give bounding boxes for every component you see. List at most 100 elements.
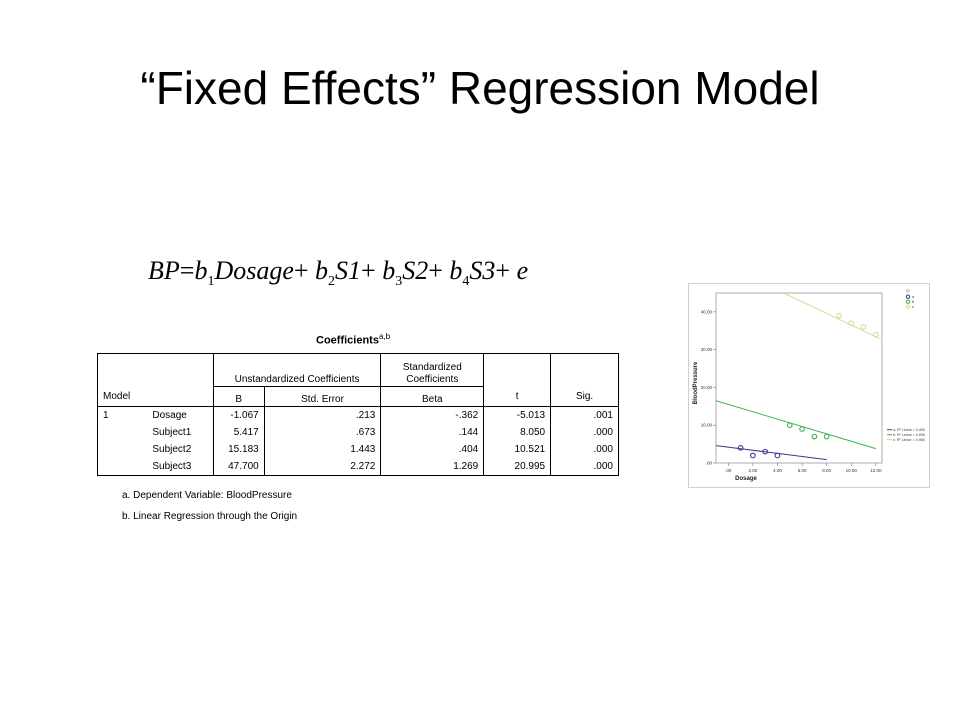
eq-t3-coef: b	[382, 256, 396, 285]
table-row: Subject1 5.417 .673 .144 8.050 .000	[97, 424, 619, 441]
table-row: Subject2 15.183 1.443 .404 10.521 .000	[97, 441, 619, 458]
header-t-text: t	[515, 391, 519, 402]
eq-t2-var: S1	[335, 256, 362, 285]
header-model: Model	[97, 353, 214, 407]
eq-t4-var: S3	[469, 256, 496, 285]
eq-t3-sub: 3	[395, 274, 403, 290]
row-name: Dosage	[147, 406, 214, 424]
row-se: 1.443	[263, 441, 381, 458]
x-axis-label: Dosage	[735, 476, 757, 482]
x-tick-label: 6.00	[798, 468, 807, 473]
eq-plus-1: +	[293, 256, 309, 285]
data-point-c	[873, 331, 879, 338]
header-beta-text: Beta	[422, 394, 443, 405]
row-t: 10.521	[483, 441, 551, 458]
legend-r2-label: c: R² Linear = 0.985	[893, 438, 925, 442]
regression-line-a	[716, 445, 827, 461]
row-name: Subject1	[152, 426, 192, 438]
table-row: Subject3 47.700 2.272 1.269 20.995 .000	[97, 458, 619, 476]
header-sig: Sig.	[550, 353, 619, 407]
header-se-text: Std. Error	[301, 394, 344, 405]
eq-plus-2: +	[361, 256, 376, 285]
y-tick-label: 10.00	[701, 423, 713, 428]
scatter-chart: .00 2.00 4.00 6.00 8.00 10.00 12.00 .00 10.00 20.…	[688, 283, 930, 488]
row-t: 8.050	[483, 424, 551, 441]
row-b: 15.183	[212, 441, 265, 458]
eq-equals: =	[179, 256, 195, 285]
legend-label: c	[912, 304, 914, 309]
header-std: Standardized Coefficients	[380, 353, 484, 387]
footnote-regression-origin: b. Linear Regression through the Origin	[122, 511, 298, 522]
legend-r2-label: b: R² Linear = 0.896	[893, 433, 925, 437]
data-point-b	[811, 433, 818, 440]
x-tick-label: 2.00	[749, 468, 758, 473]
eq-t4-sub: 4	[462, 274, 470, 290]
header-b-text: B	[235, 394, 243, 405]
footnote-dependent-variable: a. Dependent Variable: BloodPressure	[122, 490, 292, 501]
row-b: 47.700	[212, 458, 265, 476]
coefficients-table: Model Unstandardized Coefficients Standa…	[97, 353, 619, 476]
eq-t1-coef: b	[194, 256, 208, 285]
legend-label: a	[912, 294, 915, 299]
y-axis-label: BloodPressure	[693, 361, 699, 404]
regression-line-c	[783, 293, 881, 340]
header-b: B	[212, 386, 265, 407]
x-tick-label: 10.00	[846, 468, 858, 473]
data-point-a	[737, 445, 744, 451]
slide-title: “Fixed Effects” Regression Model	[140, 62, 820, 114]
model-number: 1	[97, 406, 148, 424]
header-std-text: Standardized Coefficients	[402, 362, 462, 385]
row-name: Subject3	[147, 458, 214, 476]
row-se: .213	[263, 406, 381, 424]
x-tick-label: 8.00	[822, 468, 831, 473]
data-point-c	[848, 320, 855, 327]
row-sig: .000	[550, 424, 619, 441]
data-point-a	[774, 452, 781, 459]
data-point-b	[786, 422, 793, 429]
header-unstd: Unstandardized Coefficients	[212, 353, 381, 387]
model-cell-empty	[97, 424, 148, 441]
eq-lhs: BP	[148, 256, 180, 285]
data-point-b	[823, 433, 830, 440]
row-beta: 1.269	[380, 458, 484, 476]
plot-area	[715, 292, 883, 464]
header-t: t	[483, 353, 551, 407]
legend-marker-c	[905, 304, 911, 309]
eq-t1-sub: 1	[207, 274, 215, 290]
y-tick-label: 40.00	[701, 309, 713, 314]
row-sig: .000	[550, 458, 619, 476]
y-tick-label: 30.00	[701, 347, 713, 352]
eq-plus-4: +	[495, 256, 511, 285]
coefficients-title-text: Coefficients	[316, 334, 379, 347]
header-sig-text: Sig.	[575, 391, 594, 402]
data-point-a	[750, 452, 756, 459]
header-model-text: Model	[103, 391, 131, 402]
coefficients-title: Coefficientsa,b	[316, 332, 390, 347]
header-se: Std. Error	[263, 386, 381, 407]
regression-line-b	[716, 400, 876, 450]
x-tick-label: .00	[725, 468, 732, 473]
eq-plus-3: +	[428, 256, 443, 285]
x-tick-label: 4.00	[773, 468, 782, 473]
model-cell-empty	[97, 441, 148, 458]
eq-t3-var: S2	[402, 256, 429, 285]
legend-marker-a	[905, 294, 911, 299]
coefficients-title-sup: a,b	[378, 332, 391, 341]
row-beta: .404	[380, 441, 484, 458]
regression-equation: BP=b1Dosage+ b2S1+ b3S2+ b4S3+ e	[148, 255, 528, 298]
eq-t1-var: Dosage	[214, 256, 294, 285]
row-name: Subject2	[152, 443, 192, 455]
data-point-b	[799, 426, 805, 432]
header-beta: Beta	[380, 386, 484, 407]
y-tick-label: 20.00	[701, 385, 713, 390]
row-t: -5.013	[483, 406, 551, 424]
model-cell-empty	[97, 458, 148, 476]
eq-t2-coef: b	[315, 256, 329, 285]
row-sig: .001	[550, 406, 619, 424]
row-beta: .144	[380, 424, 484, 441]
data-point-c	[860, 324, 867, 330]
y-tick-label: .00	[706, 461, 713, 466]
eq-t4-coef: b	[449, 256, 463, 285]
header-unstd-text: Unstandardized Coefficients	[234, 374, 360, 385]
scatter-chart-svg: .00 2.00 4.00 6.00 8.00 10.00 12.00 .00 10.00 20.…	[688, 283, 930, 488]
